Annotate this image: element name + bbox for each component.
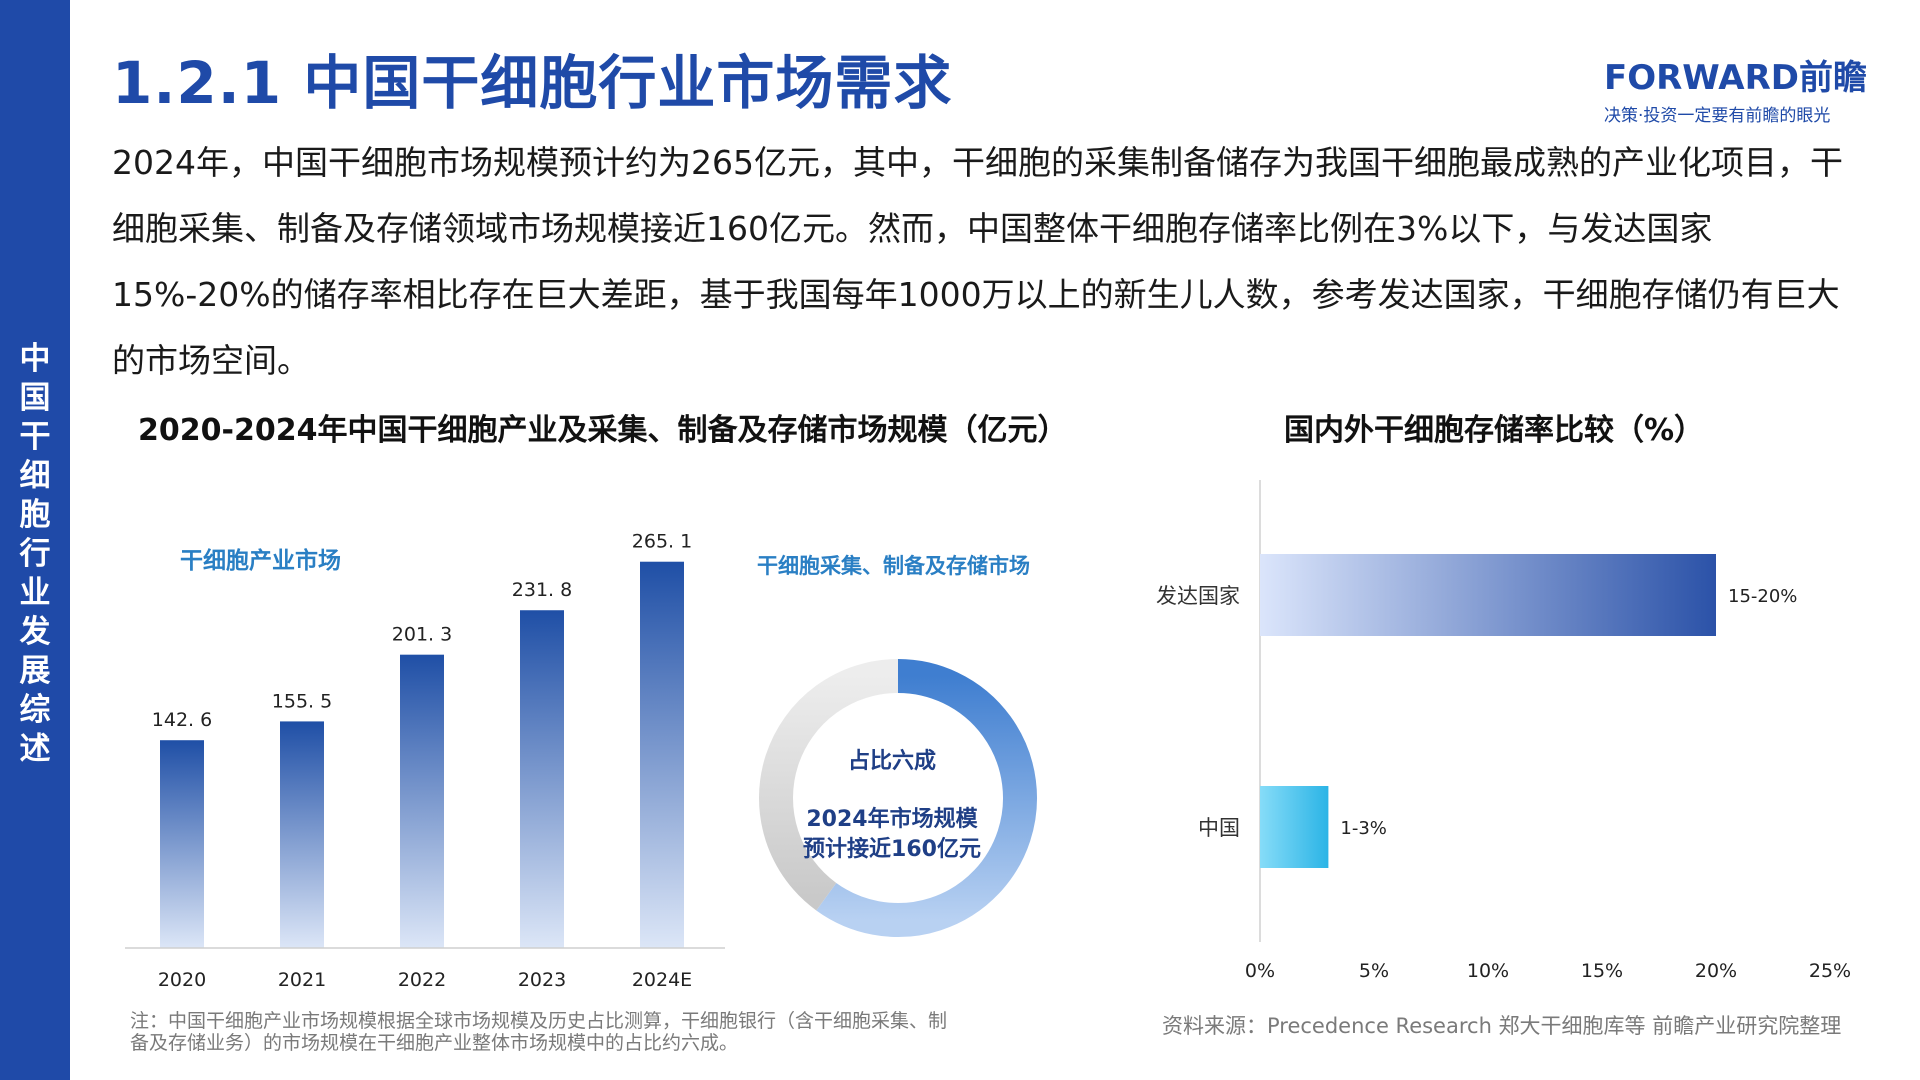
right-chart-title: 国内外干细胞存储率比较（%） bbox=[1284, 413, 1705, 448]
bar-value-label: 201. 3 bbox=[392, 624, 452, 646]
x-tick-label: 2021 bbox=[278, 969, 326, 991]
bar-2022 bbox=[400, 654, 444, 948]
brand-logo: FORWARD前瞻 决策·投资一定要有前瞻的眼光 bbox=[1604, 50, 1868, 126]
x-tick-label: 5% bbox=[1359, 960, 1389, 982]
bar-2024E bbox=[640, 561, 684, 948]
source-note: 资料来源：Precedence Research 郑大干细胞库等 前瞻产业研究院… bbox=[1162, 1014, 1842, 1038]
hbar-value-label: 15-20% bbox=[1728, 586, 1797, 607]
bar-value-label: 265. 1 bbox=[632, 531, 692, 553]
y-tick-label: 发达国家 bbox=[1156, 584, 1240, 608]
page-title: 1.2.1 中国干细胞行业市场需求 bbox=[112, 49, 953, 117]
x-tick-label: 10% bbox=[1467, 960, 1509, 982]
left-chart-title: 2020-2024年中国干细胞产业及采集、制备及存储市场规模（亿元） bbox=[138, 413, 1068, 448]
donut-center-line: 预计接近160亿元 bbox=[803, 836, 981, 862]
bar-value-label: 142. 6 bbox=[152, 709, 212, 731]
bar-2021 bbox=[280, 721, 324, 948]
donut-center-line: 2024年市场规模 bbox=[806, 806, 978, 832]
footnote: 注：中国干细胞产业市场规模根据全球市场规模及历史占比测算，干细胞银行（含干细胞采… bbox=[130, 1010, 948, 1054]
bar-2020 bbox=[160, 740, 204, 948]
bar-value-label: 155. 5 bbox=[272, 690, 332, 712]
donut-slice-0 bbox=[816, 659, 1037, 937]
sidebar-section-label: 中国干细胞行业发展综述 bbox=[19, 341, 51, 767]
x-tick-label: 25% bbox=[1809, 960, 1851, 982]
bar-2023 bbox=[520, 610, 564, 948]
hbar-value-label: 1-3% bbox=[1340, 818, 1387, 839]
sidebar: 中国干细胞行业发展综述 bbox=[0, 0, 70, 1080]
hbar-0 bbox=[1260, 554, 1716, 636]
hbar-1 bbox=[1260, 786, 1329, 868]
brand-slogan: 决策·投资一定要有前瞻的眼光 bbox=[1604, 106, 1831, 126]
x-tick-label: 0% bbox=[1245, 960, 1275, 982]
x-tick-label: 2023 bbox=[518, 969, 566, 991]
donut-slice-1 bbox=[759, 659, 899, 911]
x-tick-label: 15% bbox=[1581, 960, 1623, 982]
bar-value-label: 231. 8 bbox=[512, 579, 572, 601]
donut-series-label: 干细胞采集、制备及存储市场 bbox=[757, 554, 1030, 578]
series-label: 干细胞产业市场 bbox=[180, 547, 341, 574]
donut-center-line: 占比六成 bbox=[848, 749, 936, 774]
y-tick-label: 中国 bbox=[1198, 816, 1240, 840]
market-size-bar-chart: 干细胞产业市场 142. 6 2020 155. 5 2021 201. 3 2022 231… bbox=[125, 531, 725, 991]
x-tick-label: 2020 bbox=[158, 969, 206, 991]
x-tick-label: 20% bbox=[1695, 960, 1737, 982]
x-tick-label: 2022 bbox=[398, 969, 446, 991]
intro-paragraph: 2024年，中国干细胞市场规模预计约为265亿元，其中，干细胞的采集制备储存为我… bbox=[112, 143, 1843, 380]
storage-rate-bar-chart: 发达国家 15-20% 中国 1-3% 0% 5% 10% 15% 20% 25% bbox=[1156, 480, 1851, 982]
brand-logo-text: FORWARD前瞻 bbox=[1604, 58, 1868, 98]
x-tick-label: 2024E bbox=[632, 969, 692, 991]
